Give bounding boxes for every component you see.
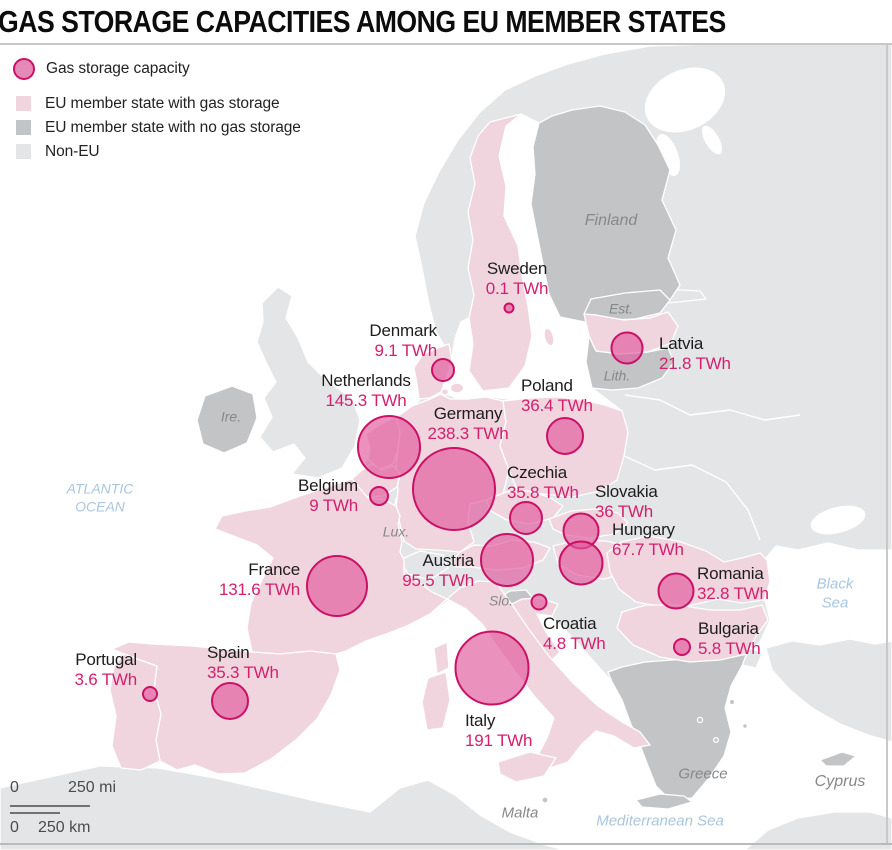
shape-switzerland <box>399 550 449 581</box>
white-sea <box>644 67 726 133</box>
scale-mi-label: 250 mi <box>68 779 117 796</box>
shape-zealand <box>449 382 465 394</box>
shape-united-kingdom <box>256 286 361 479</box>
legend-item-non-eu: Non-EU <box>13 142 301 160</box>
shape-aegean-island <box>712 736 720 744</box>
legend-swatch-icon <box>16 96 31 111</box>
shape-finland <box>530 105 681 323</box>
page-title: GAS STORAGE CAPACITIES AMONG EU MEMBER S… <box>0 4 726 39</box>
shape-portugal <box>109 653 162 771</box>
lake-onega <box>701 125 723 155</box>
shape-levant-africa <box>744 811 892 850</box>
legend-circle-label: Gas storage capacity <box>46 60 190 77</box>
storage-circle-bulgaria <box>673 638 691 656</box>
shape-cyprus <box>819 751 857 767</box>
storage-circle-italy <box>454 630 530 706</box>
storage-circle-layer <box>142 302 695 720</box>
shape-sardinia <box>421 671 451 731</box>
storage-circle-croatia <box>530 593 548 611</box>
sea-of-azov <box>810 505 866 535</box>
storage-circle-hungary <box>558 540 604 586</box>
storage-circle-austria <box>480 533 534 587</box>
header-divider <box>0 43 892 45</box>
shape-north-africa <box>0 765 566 850</box>
right-border <box>886 44 888 843</box>
shape-bulgaria <box>616 604 769 663</box>
shape-funen <box>440 388 450 396</box>
scale-mi-line <box>10 805 90 807</box>
storage-circle-germany <box>412 447 496 531</box>
storage-circle-netherlands <box>357 415 421 479</box>
storage-circle-portugal <box>142 686 158 702</box>
storage-circle-denmark <box>431 358 455 382</box>
border-belarus-ukraine <box>624 394 801 421</box>
legend-item-eu-member-state-with-no-gas-storage: EU member state with no gas storage <box>13 118 301 136</box>
shape-corsica <box>433 641 450 675</box>
scale-bar: 0 250 mi 0 250 km <box>8 779 158 841</box>
legend-label: EU member state with gas storage <box>45 94 280 112</box>
shape-malta <box>541 796 549 804</box>
shape-aegean-island <box>728 698 736 706</box>
legend-item-circle: Gas storage capacity <box>13 58 301 80</box>
shape-aegean-island <box>741 722 749 730</box>
shape-sicily <box>497 751 557 783</box>
legend-swatch-icon <box>16 144 31 159</box>
shape-aegean-island <box>696 716 704 724</box>
scale-km-line <box>10 812 60 814</box>
bottom-border <box>0 843 892 845</box>
storage-circle-belgium <box>369 486 389 506</box>
storage-circle-czechia <box>509 501 543 535</box>
scale-mi-zero: 0 <box>10 779 19 796</box>
border-ukraine-moldova <box>621 454 761 541</box>
legend: Gas storage capacity EU member state wit… <box>13 58 301 168</box>
shape-gotland <box>543 327 555 347</box>
scale-km-zero: 0 <box>10 819 19 836</box>
legend-label: EU member state with no gas storage <box>45 118 301 136</box>
legend-label: Non-EU <box>45 142 100 160</box>
storage-circle-spain <box>211 682 249 720</box>
storage-capacity-swatch-icon <box>13 58 35 80</box>
shape-sweden <box>467 113 533 392</box>
shape-ireland <box>196 385 258 454</box>
legend-item-eu-member-state-with-gas-storage: EU member state with gas storage <box>13 94 301 112</box>
storage-circle-romania <box>657 572 695 610</box>
storage-circle-sweden <box>503 302 515 314</box>
shape-greece <box>607 649 749 801</box>
storage-circle-poland <box>546 417 584 455</box>
shape-turkey <box>765 638 892 743</box>
page-header: GAS STORAGE CAPACITIES AMONG EU MEMBER S… <box>0 0 892 43</box>
storage-circle-latvia <box>610 331 644 365</box>
storage-circle-france <box>306 555 368 617</box>
legend-swatch-icon <box>16 120 31 135</box>
shape-crete <box>635 793 693 810</box>
scale-km-label: 250 km <box>38 819 91 836</box>
